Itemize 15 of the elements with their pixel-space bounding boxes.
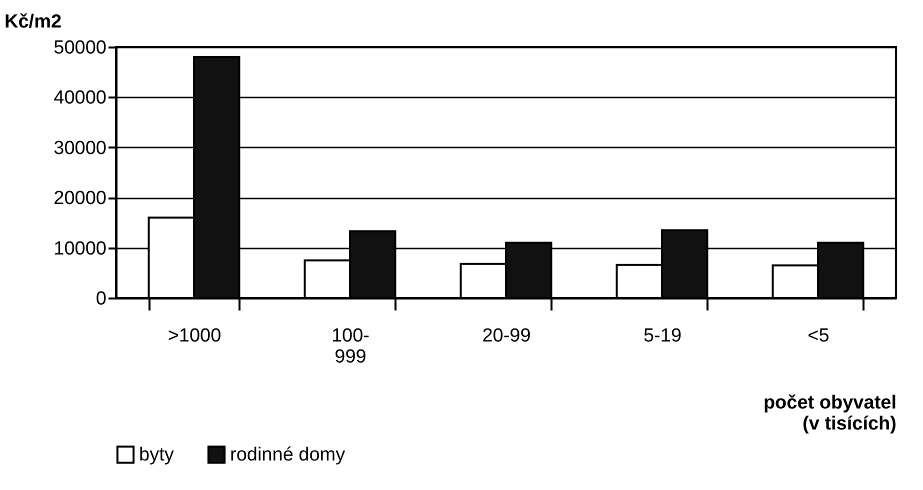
x-tick-label: <5 bbox=[808, 326, 830, 346]
y-tick-label: 50000 bbox=[54, 38, 106, 58]
legend-label: rodinné domy bbox=[230, 444, 346, 466]
x-tick-label: 5-19 bbox=[643, 326, 682, 346]
y-tick-label: 40000 bbox=[54, 88, 106, 109]
x-tick-label: >1000 bbox=[168, 326, 222, 346]
legend-label: byty bbox=[139, 444, 174, 466]
y-tick-label: 10000 bbox=[54, 238, 106, 260]
y-tick-label: 20000 bbox=[54, 188, 106, 210]
x-axis-title: počet obyvatel (v tisících) bbox=[763, 392, 896, 434]
x-tick-label: 100-999 bbox=[331, 326, 370, 368]
x-tick-label: 20-99 bbox=[482, 326, 531, 346]
y-tick-label: 0 bbox=[96, 288, 106, 310]
y-tick-label: 30000 bbox=[54, 138, 106, 159]
y-axis-title: Kč/m2 bbox=[4, 12, 62, 32]
